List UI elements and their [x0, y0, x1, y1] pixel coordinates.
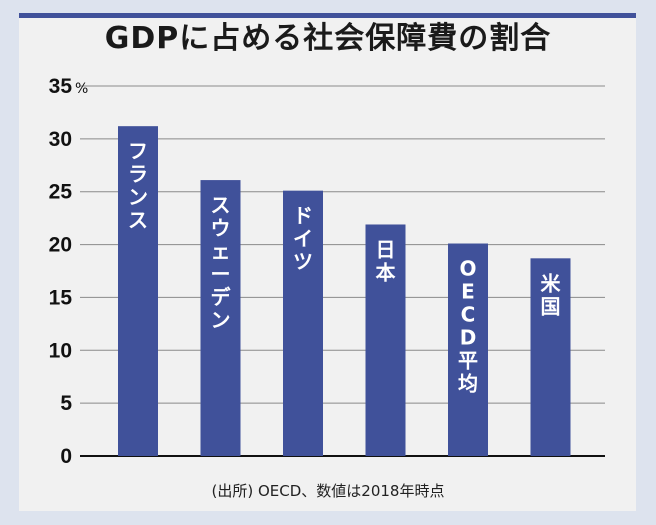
bar	[530, 258, 571, 456]
bar	[365, 224, 406, 456]
chart-title: GDPに占める社会保障費の割合	[104, 21, 552, 56]
y-tick-label: 35	[49, 75, 73, 98]
bar-category-label: ドイツ	[293, 204, 313, 274]
y-tick-label: 30	[49, 128, 72, 151]
bar	[448, 243, 488, 456]
y-tick-label: 5	[60, 392, 72, 415]
bar-category-label: フランス	[128, 139, 148, 232]
gridlines	[80, 85, 605, 457]
y-tick-label: 20	[49, 234, 72, 257]
y-tick-label: 15	[49, 286, 73, 309]
bar	[118, 126, 158, 457]
y-tick-label: 10	[49, 339, 72, 362]
source-note: (出所) OECD、数値は2018年時点	[211, 482, 445, 500]
bar-category-label: 日本	[376, 237, 396, 284]
bar-category-label: 米国	[541, 271, 562, 318]
bar	[283, 190, 323, 456]
bar-category-label: スウェーデン	[211, 193, 232, 332]
y-tick-label: 25	[49, 181, 73, 204]
bars	[118, 126, 571, 457]
y-axis: 0 5 10 15 20 25 30 35%	[49, 75, 89, 468]
bar-category-label: O E C D 平均	[458, 257, 478, 396]
y-unit-label: %	[75, 81, 88, 97]
bar	[200, 180, 241, 457]
y-tick-label: 0	[60, 445, 72, 468]
